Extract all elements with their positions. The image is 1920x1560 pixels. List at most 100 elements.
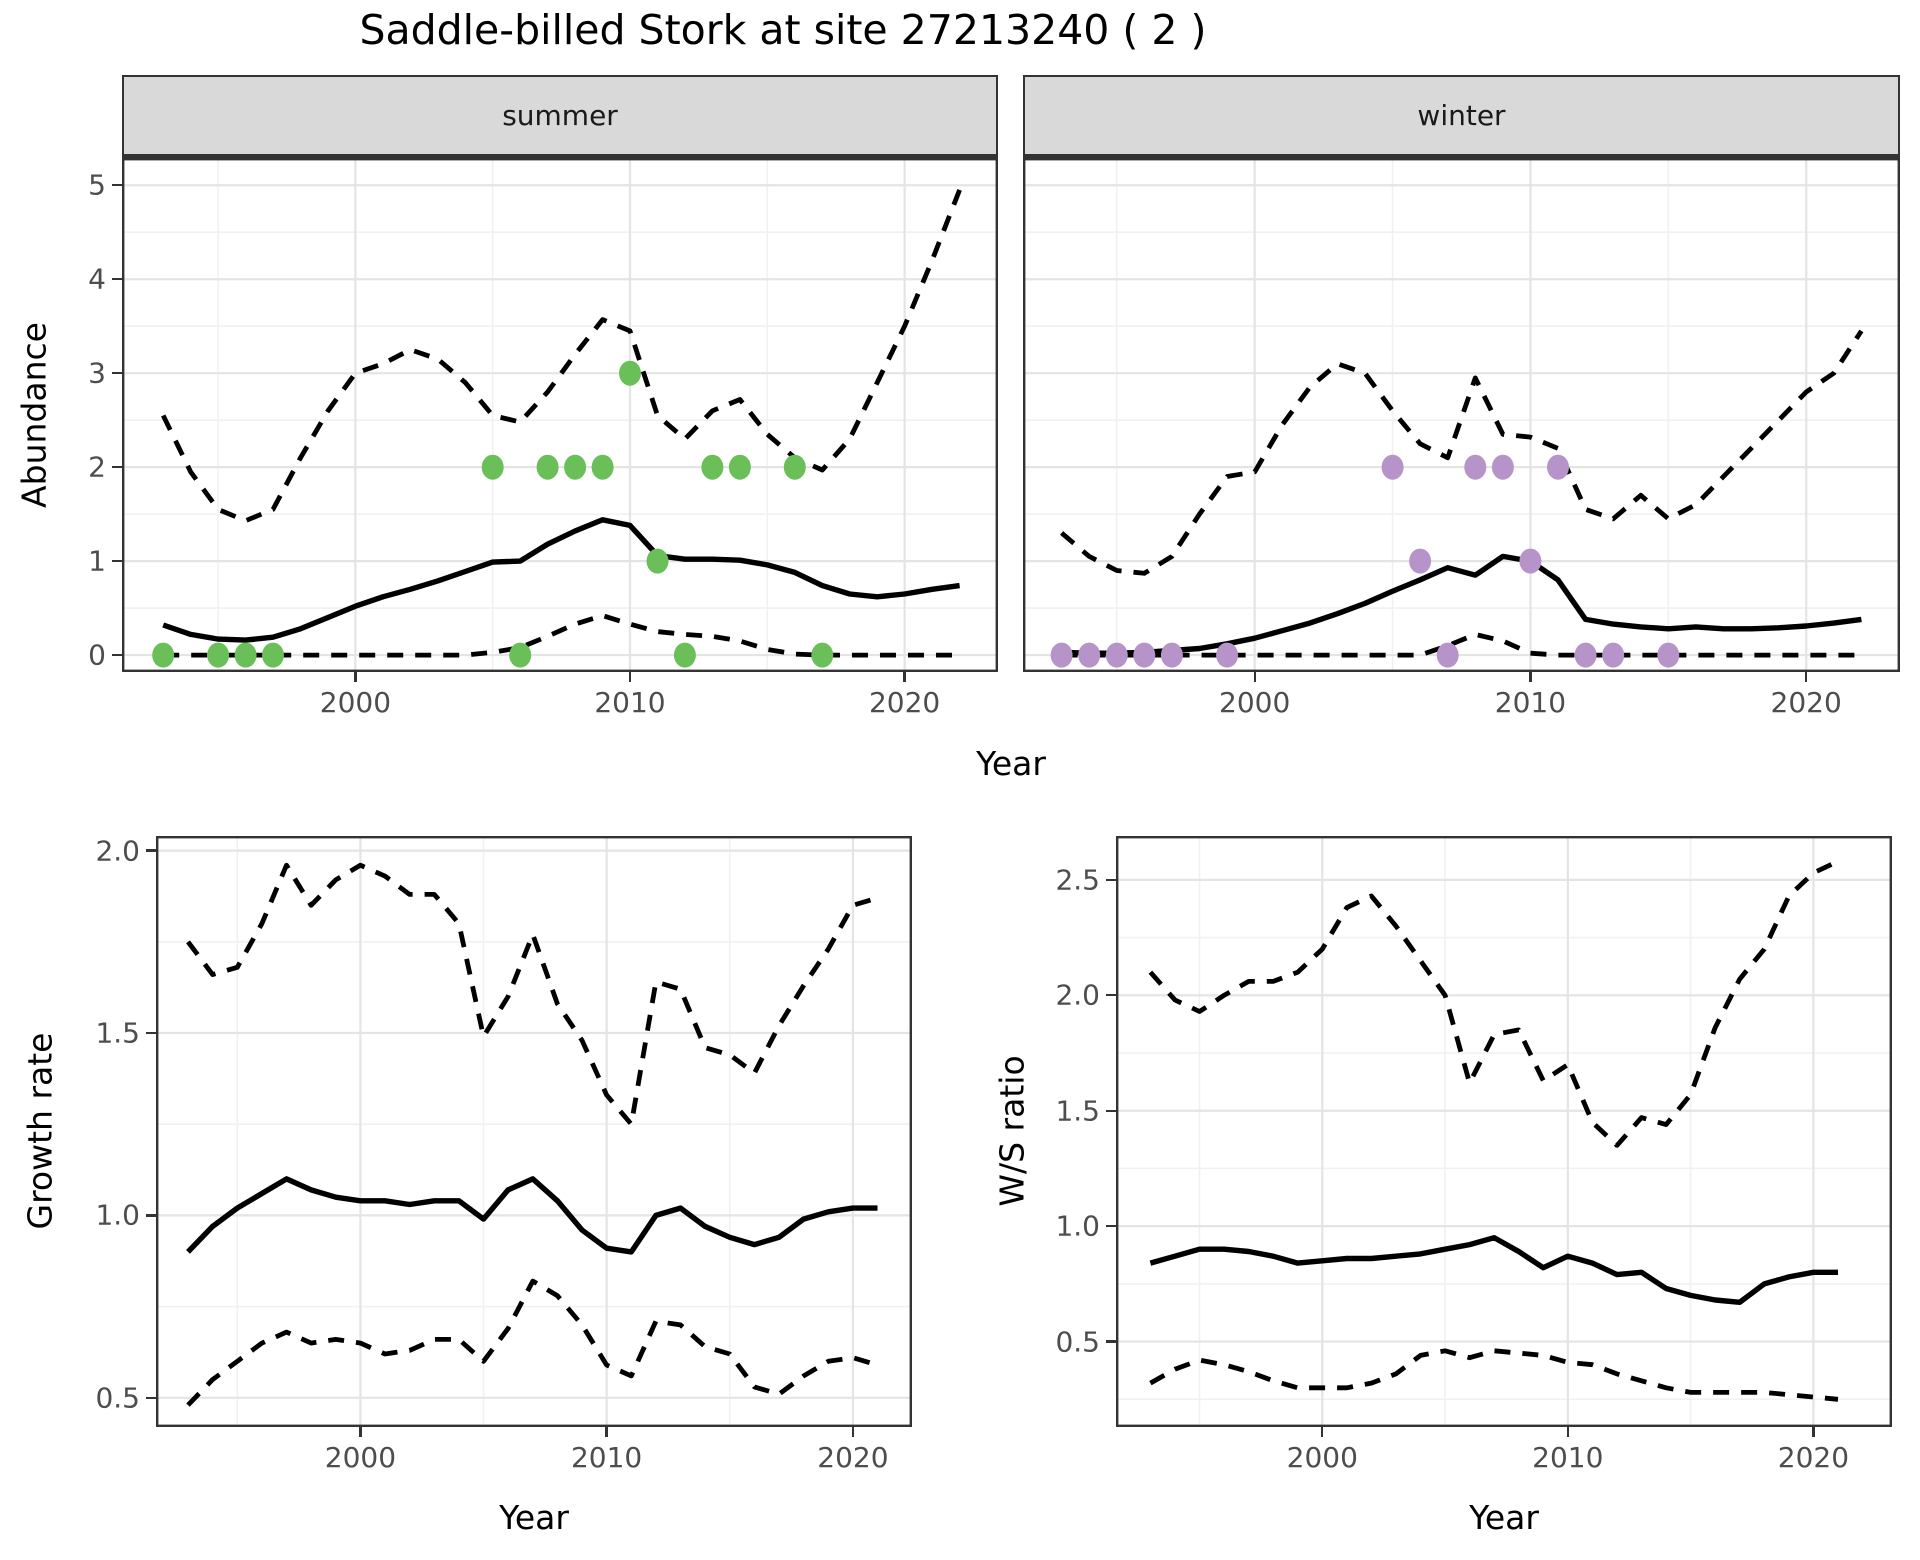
ws-ratio-panel [1116, 836, 1892, 1427]
growth-rate-y-tick-label: 1.5 [95, 1016, 140, 1050]
growth-rate-x-tick-label: 2010 [570, 1441, 643, 1474]
ws-ratio-y-tick-label: 2.5 [1055, 863, 1100, 897]
abundance-winter-observation-point [1436, 642, 1459, 668]
abundance-winter-observation-point [1216, 642, 1239, 668]
y-tick-mark [112, 653, 122, 657]
abundance-winter-observation-point [1160, 642, 1183, 668]
abundance-summer-y-tick-label: 5 [88, 168, 106, 202]
facet-strip-winter-label: winter [1417, 99, 1506, 132]
x-tick-mark [359, 1427, 362, 1437]
top-row-x-axis-title: Year [976, 744, 1046, 783]
abundance-winter-observation-point [1381, 454, 1404, 480]
abundance-summer-observation-point [207, 642, 230, 668]
abundance-summer-observation-point [673, 642, 696, 668]
facet-strip-summer: summer [122, 75, 998, 158]
abundance-summer-x-tick-label: 2020 [868, 686, 941, 719]
abundance-winter-observation-point [1078, 642, 1101, 668]
y-tick-mark [112, 278, 122, 281]
abundance-summer-y-tick-label: 3 [88, 356, 106, 390]
abundance-summer-observation-point [811, 642, 834, 668]
abundance-summer-observation-point [152, 642, 175, 668]
ws-ratio-lower_ci-line [1149, 1348, 1839, 1402]
abundance-summer-observation-point [619, 360, 641, 386]
growth-rate-y-tick-label: 0.5 [95, 1381, 140, 1415]
x-tick-mark [1529, 672, 1532, 682]
x-tick-mark [1321, 1427, 1324, 1437]
y-tick-mark [146, 1031, 156, 1035]
abundance-winter-lower_ci-line [1061, 632, 1862, 658]
ws-ratio-y-tick-label: 1.5 [1055, 1094, 1100, 1128]
abundance-winter-observation-point [1464, 454, 1487, 480]
growth-rate-x-tick-label: 2000 [324, 1441, 397, 1474]
y-tick-mark [146, 1214, 156, 1217]
growth-rate-y-tick-label: 2.0 [95, 834, 140, 868]
ws-ratio-x-axis-title: Year [1469, 1498, 1539, 1537]
abundance-summer-observation-point [262, 642, 284, 668]
growth-rate-y-tick-label: 1.0 [95, 1198, 140, 1232]
x-tick-mark [605, 1427, 608, 1437]
abundance-summer-y-tick-label: 1 [88, 544, 106, 578]
growth-rate-lower_ci-line [186, 1278, 879, 1407]
abundance-summer-observation-point [646, 548, 669, 574]
abundance-winter-observation-point [1409, 548, 1432, 574]
ws-ratio-y-tick-label: 0.5 [1055, 1325, 1100, 1359]
abundance-winter-observation-point [1105, 642, 1128, 668]
x-tick-mark [354, 672, 357, 682]
y-tick-mark [146, 1396, 156, 1399]
x-tick-mark [903, 672, 906, 682]
abundance-summer-observation-point [564, 454, 587, 480]
abundance-summer-observation-point [481, 454, 504, 480]
growth-rate-x-tick-label: 2020 [817, 1441, 889, 1474]
y-tick-mark [1106, 994, 1116, 997]
x-tick-mark [1253, 672, 1256, 682]
abundance-winter-x-tick-label: 2000 [1219, 686, 1291, 719]
y-tick-mark [146, 849, 156, 852]
abundance-winter-observation-point [1133, 642, 1156, 668]
y-tick-mark [112, 372, 122, 375]
growth-rate-mean-line [186, 1176, 878, 1255]
abundance-summer-observation-point [509, 642, 532, 668]
abundance-summer-x-tick-label: 2000 [319, 686, 392, 719]
growth-rate-panel [156, 836, 912, 1427]
x-tick-mark [1805, 672, 1808, 682]
abundance-summer-mean-line [162, 517, 960, 643]
abundance-winter-x-tick-label: 2020 [1770, 686, 1842, 719]
abundance-summer-observation-point [234, 642, 257, 668]
ws-ratio-y-tick-label: 1.0 [1055, 1209, 1100, 1243]
abundance-summer-y-tick-label: 4 [88, 262, 106, 296]
abundance-winter-observation-point [1602, 642, 1625, 668]
abundance-summer-y-tick-label: 0 [88, 638, 106, 672]
growth-rate-upper_ci-line [186, 862, 879, 1127]
y-tick-mark [1106, 878, 1116, 882]
abundance-summer-observation-point [701, 454, 724, 480]
ws-ratio-x-tick-label: 2000 [1286, 1441, 1358, 1474]
ws-ratio-mean-line [1149, 1235, 1838, 1305]
abundance-summer-x-tick-label: 2010 [594, 686, 666, 719]
y-tick-mark [1106, 1109, 1116, 1112]
abundance-winter-observation-point [1519, 548, 1542, 574]
abundance-summer-observation-point [783, 454, 806, 480]
abundance-winter-observation-point [1491, 454, 1514, 480]
abundance-summer-observation-point [536, 454, 559, 480]
x-tick-mark [628, 672, 632, 682]
abundance-winter-mean-line [1061, 553, 1862, 656]
growth-rate-x-axis-title: Year [499, 1498, 569, 1537]
abundance-winter-observation-point [1547, 454, 1569, 480]
abundance-winter-observation-point [1657, 642, 1680, 668]
abundance-winter-observation-point [1050, 642, 1073, 668]
ws-ratio-y-tick-label: 2.0 [1055, 978, 1100, 1012]
abundance-summer-observation-point [728, 454, 751, 480]
x-tick-mark [1566, 1427, 1569, 1437]
y-tick-mark [112, 559, 122, 563]
page-title: Saddle-billed Stork at site 27213240 ( 2… [359, 6, 1207, 54]
ws-ratio-x-tick-label: 2010 [1532, 1441, 1604, 1474]
ws-ratio-x-tick-label: 2020 [1777, 1441, 1850, 1474]
y-tick-mark [1106, 1340, 1116, 1343]
abundance-winter-upper_ci-line [1060, 329, 1864, 576]
abundance-summer-observation-point [591, 454, 614, 480]
y-tick-mark [112, 466, 122, 469]
x-tick-mark [851, 1427, 855, 1437]
y-tick-mark [1106, 1225, 1116, 1228]
abundance-summer-y-tick-label: 2 [88, 450, 106, 484]
